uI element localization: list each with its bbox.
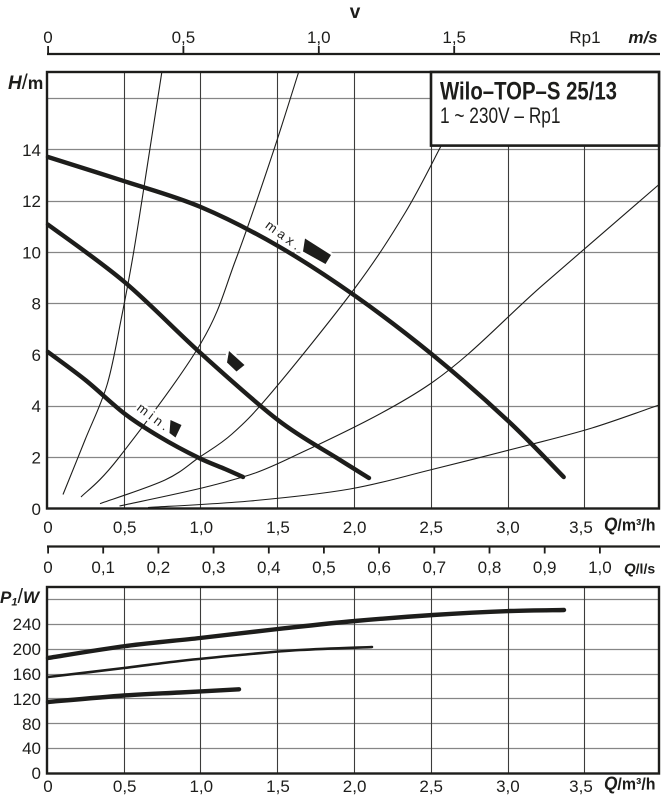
svg-text:0,6: 0,6 bbox=[367, 558, 391, 577]
svg-text:0: 0 bbox=[32, 764, 41, 783]
svg-text:0,7: 0,7 bbox=[422, 558, 446, 577]
svg-text:Q/l/s: Q/l/s bbox=[624, 561, 655, 578]
svg-text:Q/m³/h: Q/m³/h bbox=[604, 773, 656, 794]
svg-text:3,0: 3,0 bbox=[496, 518, 520, 537]
svg-text:1,5: 1,5 bbox=[266, 518, 290, 537]
svg-text:0,5: 0,5 bbox=[113, 777, 137, 796]
svg-text:3,5: 3,5 bbox=[569, 777, 593, 796]
svg-text:0: 0 bbox=[43, 558, 52, 577]
svg-text:1 ~ 230V – Rp1: 1 ~ 230V – Rp1 bbox=[440, 103, 561, 128]
svg-text:80: 80 bbox=[22, 715, 41, 734]
svg-text:8: 8 bbox=[32, 295, 41, 314]
svg-text:120: 120 bbox=[13, 690, 41, 709]
svg-text:12: 12 bbox=[22, 192, 41, 211]
svg-text:0,5: 0,5 bbox=[172, 28, 196, 47]
svg-text:40: 40 bbox=[22, 739, 41, 758]
svg-text:2: 2 bbox=[32, 449, 41, 468]
svg-text:1,0: 1,0 bbox=[189, 518, 213, 537]
svg-text:2,5: 2,5 bbox=[419, 518, 443, 537]
svg-text:1,5: 1,5 bbox=[266, 777, 290, 796]
svg-text:0,3: 0,3 bbox=[202, 558, 226, 577]
svg-text:1,0: 1,0 bbox=[588, 558, 612, 577]
svg-text:P1/W: P1/W bbox=[0, 586, 41, 609]
svg-text:0: 0 bbox=[43, 777, 52, 796]
svg-text:2,5: 2,5 bbox=[419, 777, 443, 796]
svg-text:m/s: m/s bbox=[628, 28, 657, 47]
svg-text:2,0: 2,0 bbox=[343, 518, 367, 537]
svg-text:1,0: 1,0 bbox=[189, 777, 213, 796]
svg-text:200: 200 bbox=[13, 640, 41, 659]
svg-text:Q/m³/h: Q/m³/h bbox=[604, 514, 656, 535]
svg-text:4: 4 bbox=[32, 397, 41, 416]
svg-text:v: v bbox=[350, 2, 361, 23]
svg-text:0: 0 bbox=[43, 518, 52, 537]
svg-text:0,9: 0,9 bbox=[533, 558, 557, 577]
svg-text:0: 0 bbox=[43, 28, 52, 47]
svg-text:1,0: 1,0 bbox=[307, 28, 331, 47]
svg-text:0,8: 0,8 bbox=[478, 558, 502, 577]
svg-text:0,1: 0,1 bbox=[91, 558, 115, 577]
svg-text:0,5: 0,5 bbox=[113, 518, 137, 537]
svg-text:0,2: 0,2 bbox=[147, 558, 171, 577]
svg-text:6: 6 bbox=[32, 346, 41, 365]
svg-text:14: 14 bbox=[22, 141, 41, 160]
svg-text:0: 0 bbox=[32, 500, 41, 519]
svg-text:2,0: 2,0 bbox=[343, 777, 367, 796]
svg-text:0,5: 0,5 bbox=[312, 558, 336, 577]
svg-text:H/m: H/m bbox=[8, 70, 43, 94]
svg-text:240: 240 bbox=[13, 615, 41, 634]
svg-text:Rp1: Rp1 bbox=[569, 28, 600, 47]
svg-text:160: 160 bbox=[13, 665, 41, 684]
svg-text:0,4: 0,4 bbox=[257, 558, 281, 577]
svg-text:3,5: 3,5 bbox=[569, 518, 593, 537]
svg-text:3,0: 3,0 bbox=[496, 777, 520, 796]
svg-text:Wilo–TOP–S 25/13: Wilo–TOP–S 25/13 bbox=[440, 77, 617, 105]
svg-text:10: 10 bbox=[22, 243, 41, 262]
svg-text:1,5: 1,5 bbox=[442, 28, 466, 47]
